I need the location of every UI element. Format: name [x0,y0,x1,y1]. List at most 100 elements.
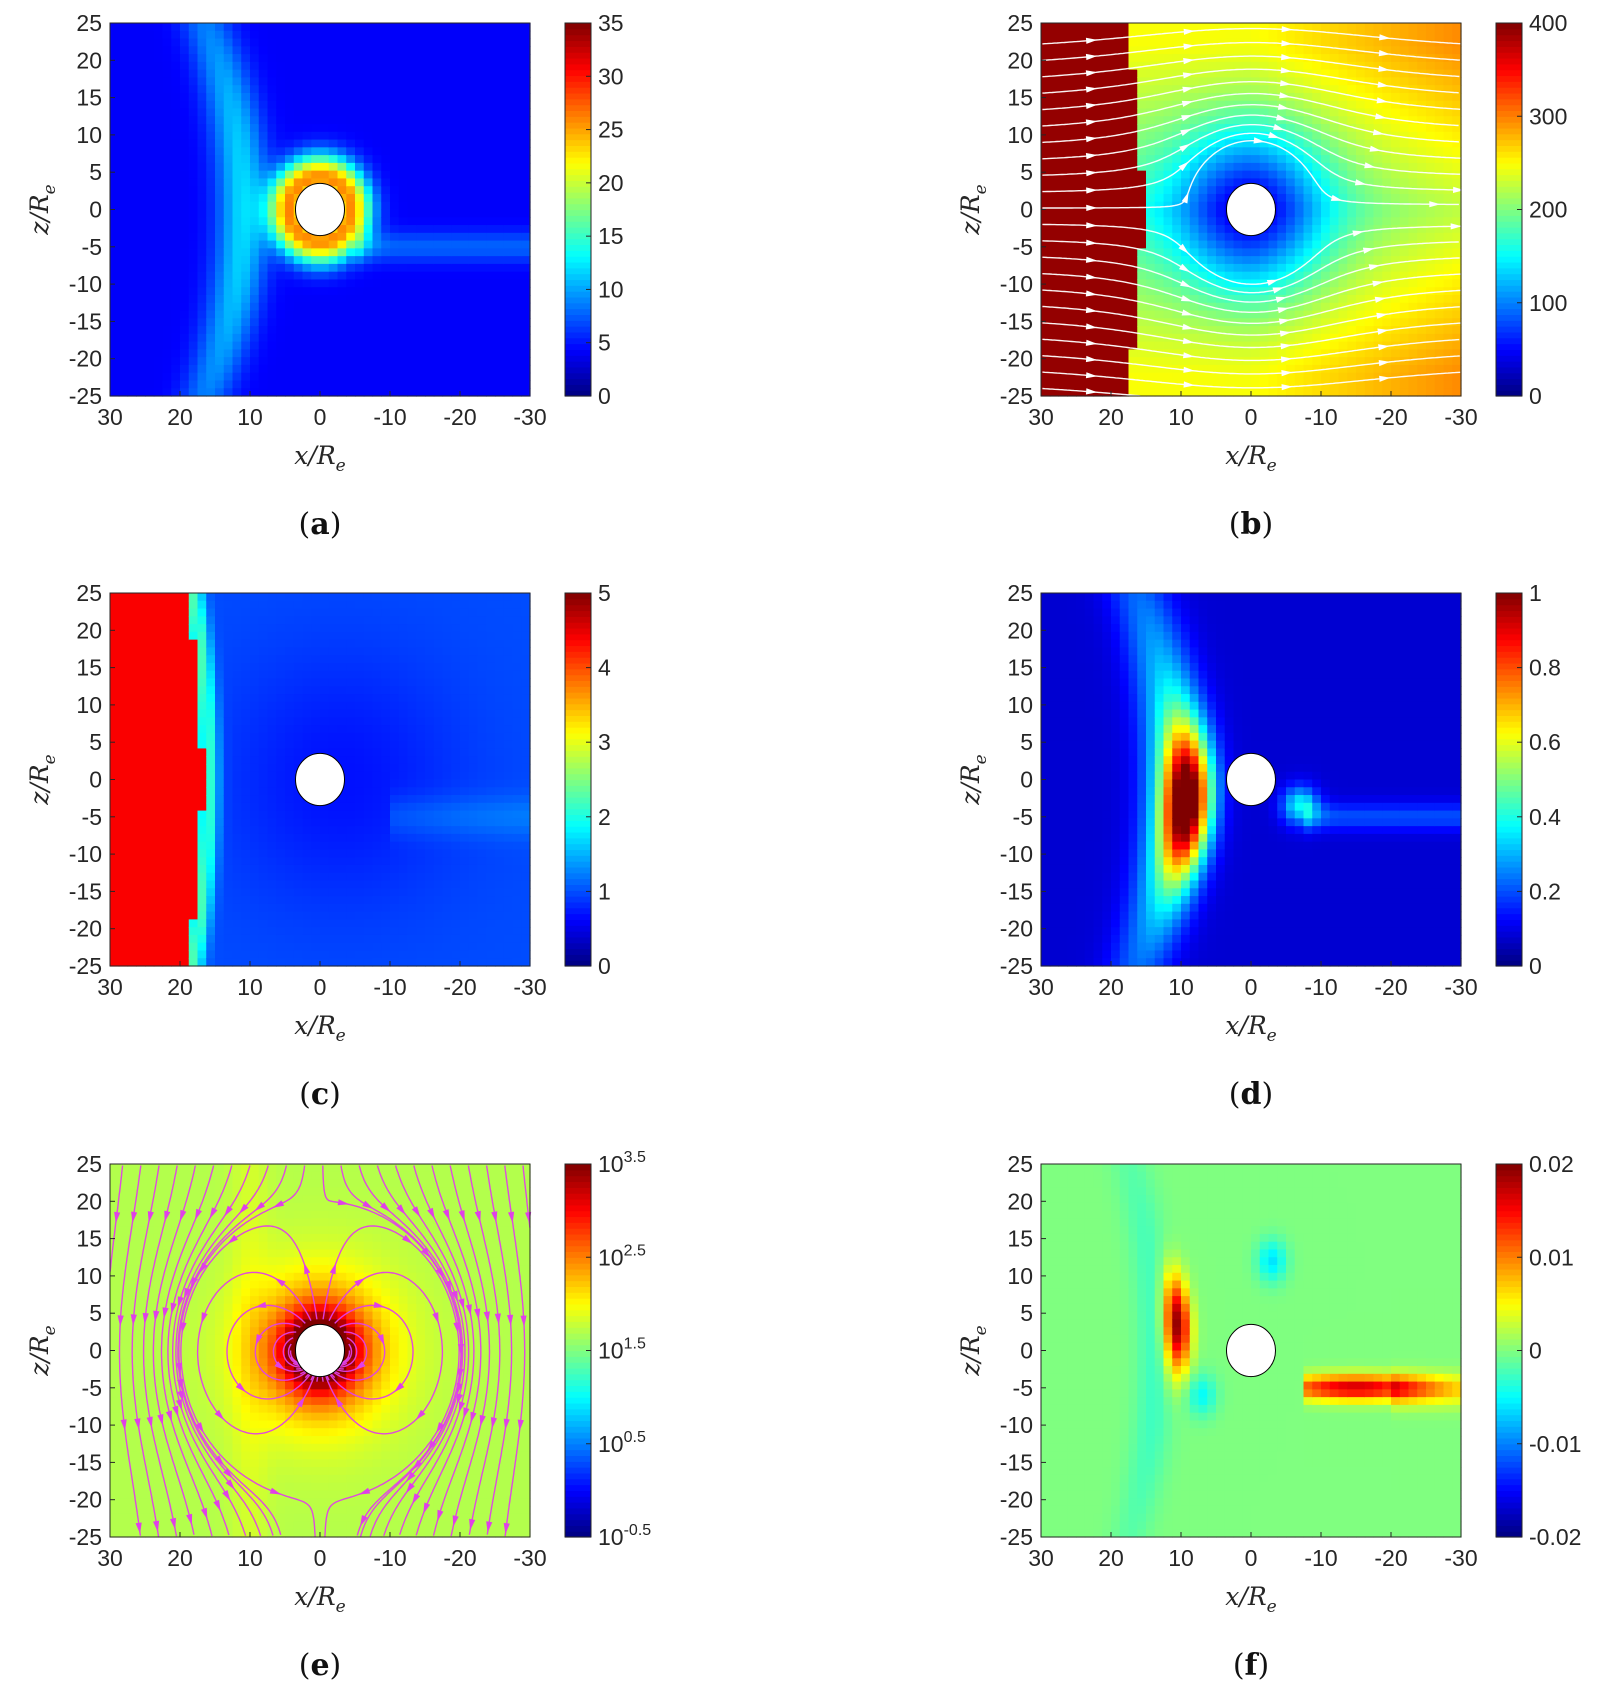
heatmap-cell [1399,162,1410,172]
colorbar-segment [1496,302,1522,310]
heatmap-cell [1172,248,1182,257]
heatmap-cell [320,170,330,180]
heatmap-cell [468,30,479,40]
heatmap-cell [1277,240,1287,249]
heatmap-cell [495,108,505,117]
heatmap-cell [180,131,190,141]
heatmap-cell [1408,388,1418,397]
heatmap-cell [276,116,286,125]
heatmap-cell [1364,116,1375,125]
heatmap-cell [293,287,304,296]
heatmap-cell [1189,302,1200,312]
heatmap-cell [1329,186,1340,195]
heatmap-cell [1426,155,1436,164]
heatmap-cell [206,333,216,343]
heatmap-cell [1312,193,1322,203]
heatmap-cell [477,263,487,273]
heatmap-cell [425,302,435,312]
heatmap-cell [1329,287,1340,296]
y-tick-label: 25 [76,10,102,36]
heatmap-cell [346,170,356,180]
heatmap-cell [390,326,400,335]
heatmap-cell [197,225,207,234]
heatmap-cell [285,209,295,218]
x-axis-sub: e [336,456,346,476]
heatmap-cell [1181,388,1191,397]
heatmap-cell [1312,46,1322,55]
heatmap-cell [1277,147,1287,156]
heatmap-cell [512,380,522,389]
colorbar-segment [565,285,591,292]
heatmap-cell [1399,38,1410,47]
streamline [1042,27,1461,45]
heatmap-cell [197,61,207,71]
heatmap-cell [1154,388,1165,397]
heatmap-cell [1329,46,1340,55]
heatmap-cell [1102,186,1112,195]
heatmap-cell [1076,287,1086,296]
heatmap-cell [1321,139,1331,148]
heatmap-cell [1312,108,1322,117]
heatmap-cell [407,186,417,195]
heatmap-cell [1286,225,1296,234]
streamline-arrow [1281,26,1293,33]
heatmap-cell [1408,294,1418,304]
heatmap-cell [486,178,496,187]
heatmap-cell [162,225,172,234]
heatmap-cell [118,341,129,350]
heatmap-cell [1216,225,1226,234]
heatmap-cell [171,170,181,180]
heatmap-cell [1084,279,1095,288]
heatmap-cell [328,279,339,288]
heatmap-cell [416,372,426,382]
heatmap-cell [407,92,417,102]
heatmap-cell [302,333,312,343]
heatmap-cell [1312,147,1322,156]
heatmap-cell [276,248,286,257]
heatmap-cell [276,170,286,180]
heatmap-cell [381,186,391,195]
heatmap-cell [1111,380,1121,389]
heatmap-cell [110,46,120,55]
heatmap-cell [1312,116,1322,125]
heatmap-cell [328,240,339,249]
heatmap-cell [223,271,234,281]
heatmap-cell [1329,85,1340,94]
y-tick-label: -20 [1000,346,1033,372]
heatmap-cell [390,193,400,203]
heatmap-cell [1041,349,1051,358]
heatmap-cell [355,364,365,374]
heatmap-cell [381,170,391,180]
heatmap-cell [285,294,295,304]
heatmap-cell [363,46,374,55]
heatmap-cell [460,240,470,249]
heatmap-cell [328,302,339,312]
heatmap-cell [425,46,435,55]
heatmap-cell [451,209,461,218]
heatmap-cell [188,248,199,257]
heatmap-cell [1303,124,1313,133]
heatmap-cell [381,193,391,203]
heatmap-cell [118,46,129,55]
heatmap-cell [267,38,277,47]
heatmap-cell [153,333,164,343]
heatmap-cell [1067,372,1077,382]
heatmap-cell [250,256,260,265]
heatmap-cell [1084,178,1095,187]
heatmap-cell [1084,131,1095,141]
heatmap-cell [337,349,347,358]
heatmap-cell [398,178,409,187]
heatmap-cell [1172,69,1182,78]
heatmap-cell [416,85,426,94]
heatmap-cell [153,69,164,78]
heatmap-cell [337,310,347,319]
heatmap-cell [1364,69,1375,78]
heatmap-cell [136,240,146,249]
heatmap-cell [1084,310,1095,319]
heatmap-cell [250,217,260,226]
heatmap-cell [486,341,496,350]
heatmap-cell [1364,225,1375,234]
heatmap-cell [153,209,164,218]
heatmap-cell [503,294,514,304]
heatmap-cell [1119,333,1130,343]
